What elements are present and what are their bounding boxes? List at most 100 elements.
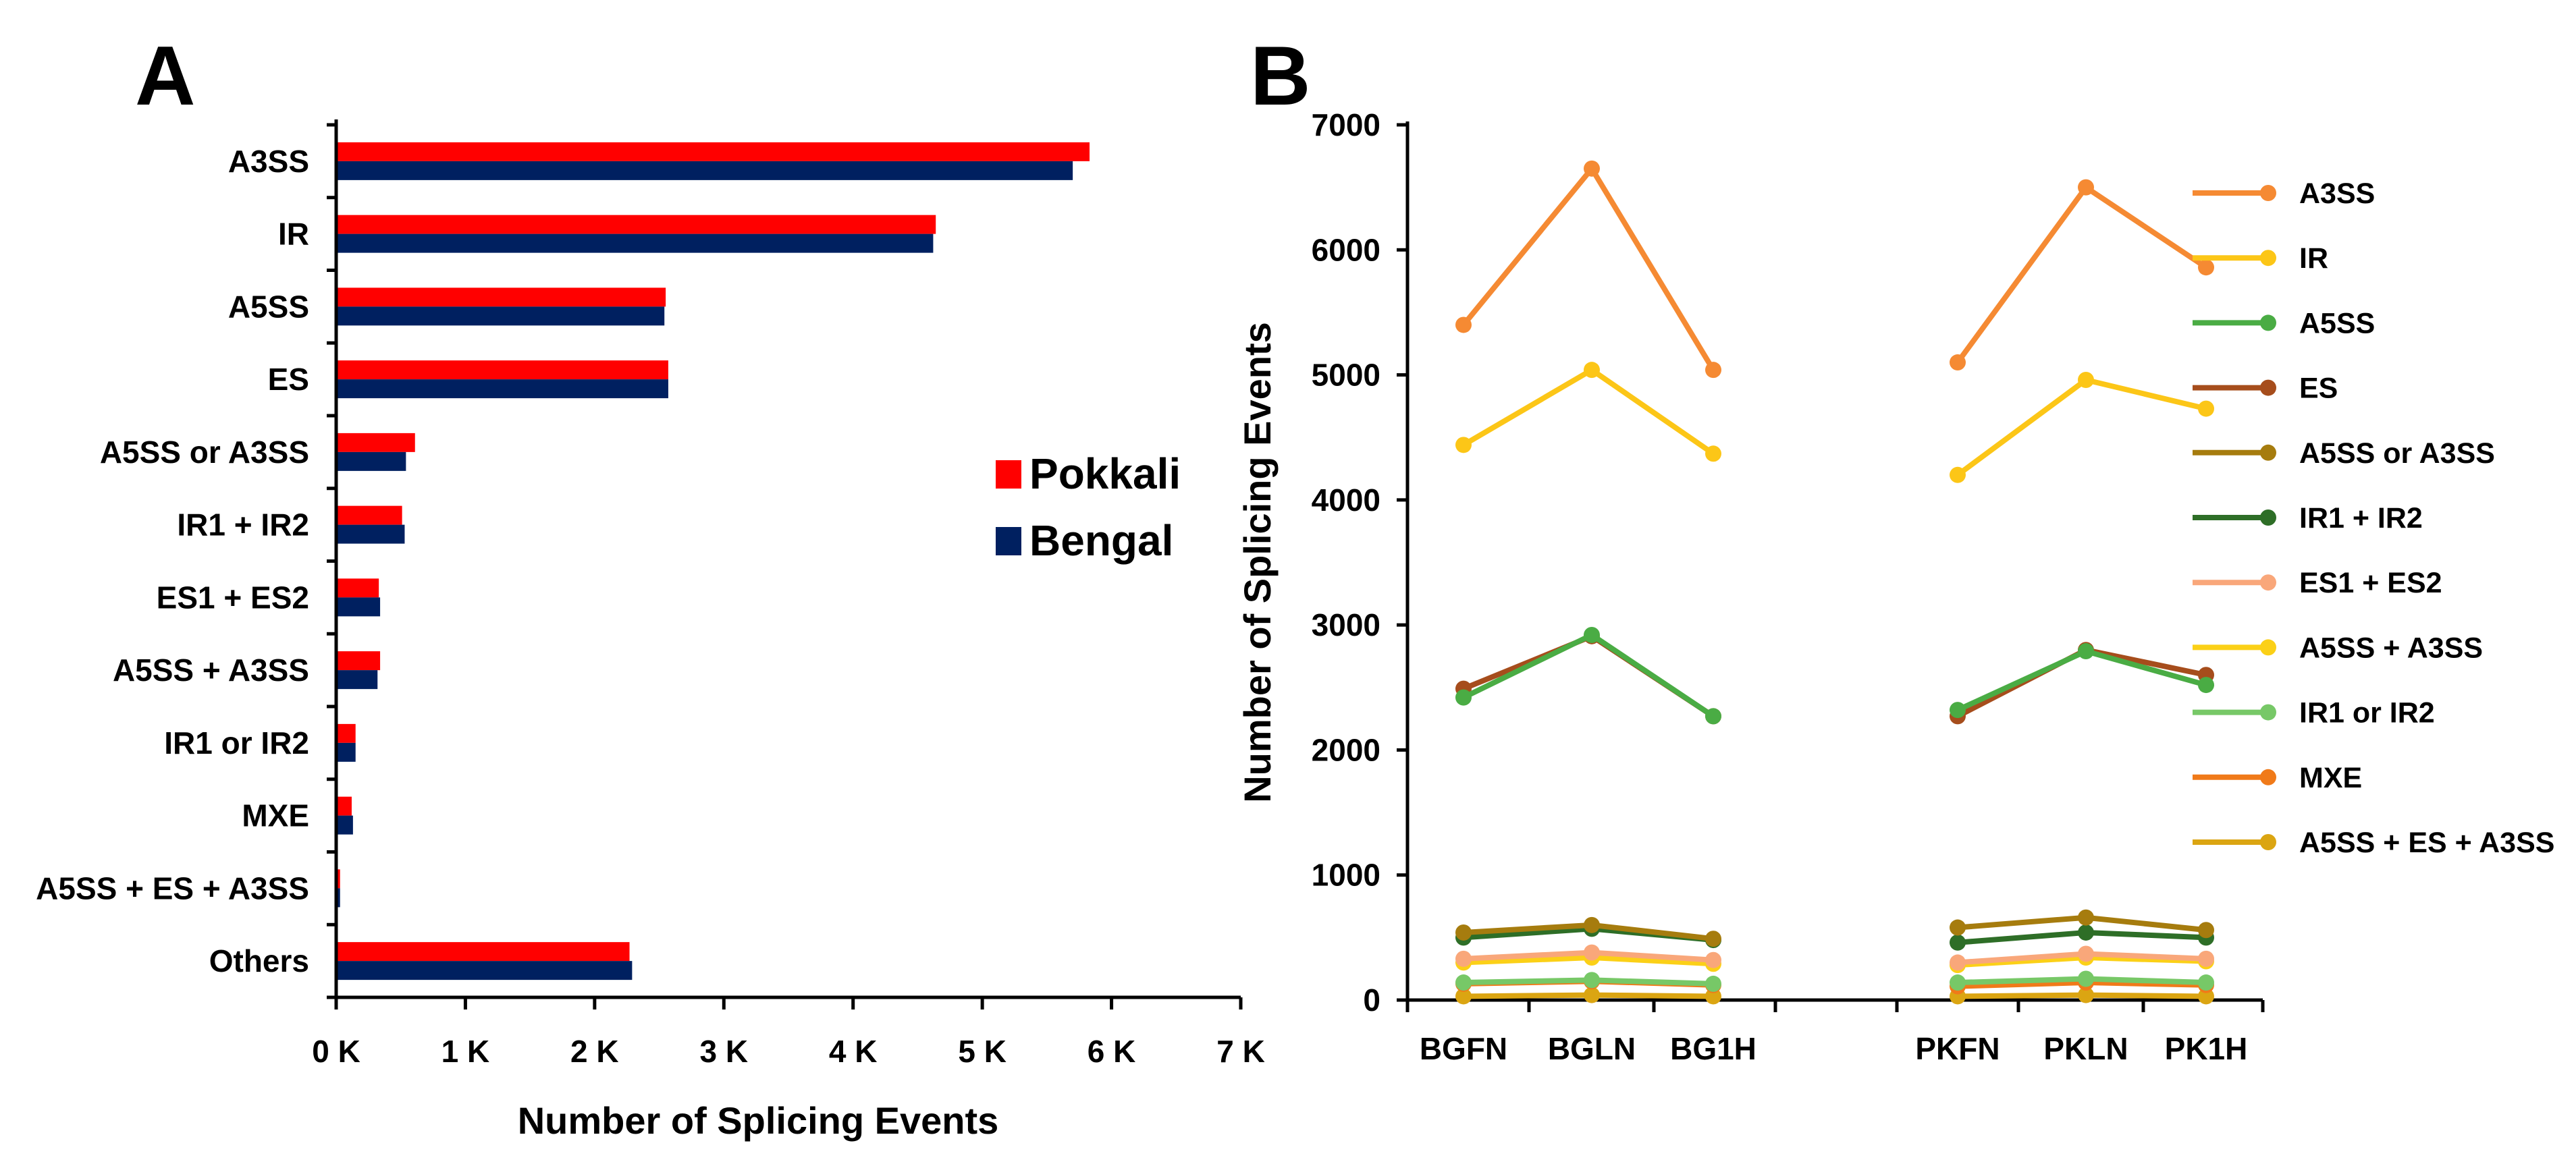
x-category-label: PKLN (2043, 1031, 2128, 1066)
bar-bengal-1 (336, 233, 934, 253)
bar-bengal-6 (336, 597, 381, 617)
bar-bengal-4 (336, 451, 406, 471)
bar-pokkali-4 (336, 433, 415, 452)
data-point-a5ss-or-a3ss (1705, 931, 1721, 947)
y-tick-label: 6000 (1312, 232, 1380, 267)
data-point-es1-es2 (2198, 950, 2214, 967)
x-tick-label: 0 K (312, 1034, 360, 1069)
data-point-a5ss (1455, 689, 1472, 706)
data-point-a3ss (1455, 316, 1472, 333)
data-point-a5ss-or-a3ss (2078, 909, 2094, 926)
panel-b-line-chart: B 0 1000 2000 3000 4000 5000 6000 7000 BGFN BGLN BG… (1236, 30, 2554, 1066)
y-tick-label: 2000 (1312, 732, 1380, 767)
x-axis-title: Number of Splicing Events (518, 1099, 999, 1142)
x-tick-label: 3 K (699, 1034, 748, 1069)
bar-bengal-9 (336, 815, 353, 835)
data-point-ir1-or-ir2 (1950, 974, 1966, 991)
data-point-ir1-or-ir2 (1584, 972, 1600, 989)
data-point-a5ss (1950, 702, 1966, 719)
legend-label-bengal: Bengal (1029, 516, 1173, 565)
data-point-es1-es2 (1455, 950, 1472, 967)
data-point-es1-es2 (2078, 945, 2094, 962)
legend-swatch-bengal (996, 527, 1021, 555)
category-label: A5SS + A3SS (113, 653, 309, 688)
data-point-a5ss (2198, 677, 2214, 694)
y-tick-label: 1000 (1312, 858, 1380, 893)
legend-marker-a3ss (2260, 185, 2276, 201)
x-category-label: BGFN (1420, 1031, 1507, 1066)
panel-label-b: B (1250, 30, 1311, 123)
y-tick-label: 0 (1363, 983, 1380, 1018)
category-label: IR (278, 217, 309, 252)
legend-label-pokkali: Pokkali (1029, 449, 1181, 498)
x-category-label: BG1H (1670, 1031, 1756, 1066)
data-point-a5ss-es-a3ss (1705, 988, 1721, 1005)
data-point-a5ss (1705, 708, 1721, 725)
data-point-es1-es2 (1584, 944, 1600, 961)
legend-label-a5ss-a3ss: A5SS + A3SS (2299, 632, 2483, 664)
bar-bengal-3 (336, 379, 668, 399)
data-point-ir1-or-ir2 (2078, 970, 2094, 987)
bar-bengal-5 (336, 524, 405, 544)
bar-pokkali-0 (336, 142, 1090, 161)
legend-label-es: ES (2299, 372, 2338, 405)
panel-label-a: A (135, 30, 196, 123)
legend-label-a3ss: A3SS (2299, 177, 2375, 210)
data-point-a3ss (1584, 160, 1600, 177)
data-point-ir (1584, 362, 1600, 379)
legend-label-ir1-ir2: IR1 + IR2 (2299, 502, 2423, 534)
data-point-a5ss-or-a3ss (2198, 922, 2214, 939)
data-point-es1-es2 (1705, 951, 1721, 968)
bar-bengal-0 (336, 161, 1073, 180)
data-point-a5ss-or-a3ss (1950, 919, 1966, 936)
x-tick-label: 2 K (570, 1034, 619, 1069)
bar-bengal-8 (336, 742, 356, 762)
legend-marker-ir (2260, 250, 2276, 267)
x-tick-label: 6 K (1088, 1034, 1136, 1069)
data-point-a5ss-es-a3ss (2078, 987, 2094, 1003)
data-point-a5ss-es-a3ss (1584, 987, 1600, 1003)
y-axis-title: Number of Splicing Events (1236, 322, 1279, 803)
bar-pokkali-8 (336, 723, 356, 743)
bar-bengal-7 (336, 670, 378, 690)
panel-a-bar-chart: A A3SS IR A5SS ES A5SS or A3SS IR1 + IR2 ES1 + … (36, 30, 1265, 1142)
x-tick-label: 5 K (958, 1034, 1007, 1069)
data-point-a5ss-es-a3ss (2198, 988, 2214, 1005)
category-label: ES1 + ES2 (157, 580, 309, 615)
legend-marker-ir1-ir2 (2260, 509, 2276, 526)
x-category-label: PK1H (2165, 1031, 2248, 1066)
data-point-ir1-ir2 (1950, 934, 1966, 951)
series-line-ir-group-1 (1461, 367, 1715, 456)
series-line-a5ss-group-2 (1956, 648, 2207, 713)
data-point-ir (1455, 437, 1472, 453)
y-tick-label: 4000 (1312, 482, 1380, 518)
y-tick-label: 5000 (1312, 358, 1380, 393)
series-line-a3ss-group-1 (1461, 165, 1716, 372)
category-label: A5SS + ES + A3SS (36, 870, 309, 906)
bar-pokkali-2 (336, 287, 666, 307)
legend-marker-a5ss-es-a3ss (2260, 834, 2276, 850)
bar-pokkali-1 (336, 215, 936, 234)
x-tick-label: 4 K (829, 1034, 878, 1069)
legend-label-ir1-or-ir2: IR1 or IR2 (2299, 697, 2435, 729)
data-point-a3ss (1705, 362, 1721, 379)
legend-label-mxe: MXE (2299, 762, 2362, 794)
x-tick-label: 7 K (1216, 1034, 1265, 1069)
category-label: Others (209, 943, 309, 978)
data-point-a3ss (1950, 354, 1966, 371)
bar-pokkali-9 (336, 796, 352, 816)
legend-marker-a5ss (2260, 314, 2276, 331)
y-tick-label: 3000 (1312, 607, 1380, 642)
legend-label-a5ss: A5SS (2299, 307, 2375, 339)
data-point-a5ss (1584, 626, 1600, 643)
category-label: IR1 + IR2 (177, 507, 309, 543)
data-point-a3ss (2198, 259, 2214, 276)
legend-label-a5ss-es-a3ss: A5SS + ES + A3SS (2299, 827, 2554, 859)
series-line-es-group-2 (1956, 647, 2207, 719)
legend-marker-es1-es2 (2260, 574, 2276, 591)
series-line-ir-group-2 (1956, 377, 2207, 478)
category-label: A5SS (228, 289, 309, 324)
legend-label-a5ss-or-a3ss: A5SS or A3SS (2299, 437, 2495, 470)
bar-bengal-2 (336, 306, 665, 326)
legend-marker-a5ss-a3ss (2260, 639, 2276, 656)
